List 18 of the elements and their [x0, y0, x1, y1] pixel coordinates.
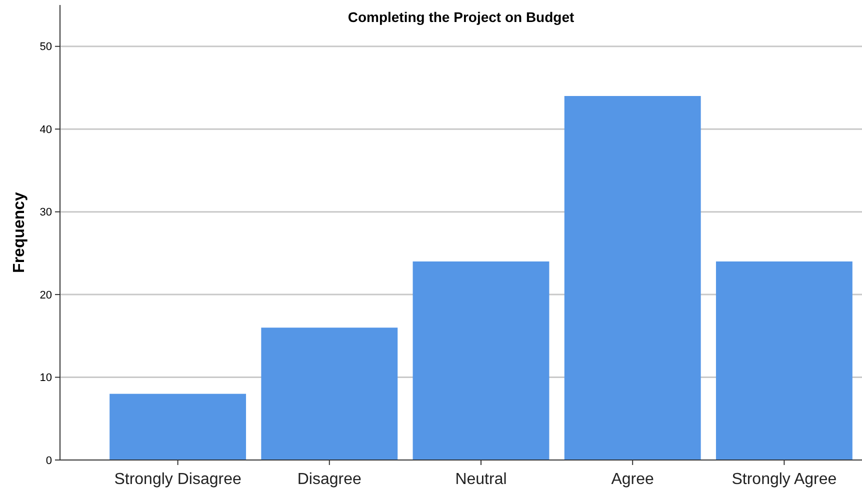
y-tick-label: 50 [40, 41, 52, 54]
x-tick-label: Agree [611, 471, 654, 488]
y-tick-label: 40 [40, 124, 52, 136]
y-tick-label: 10 [40, 372, 52, 384]
y-tick-label: 20 [40, 289, 52, 302]
chart-title: Completing the Project on Budget [348, 9, 574, 25]
bar [261, 328, 398, 460]
bar [716, 261, 852, 460]
y-tick-label: 30 [40, 206, 52, 219]
y-axis-title: Frequency [11, 192, 28, 273]
x-tick-label: Disagree [297, 471, 362, 488]
x-tick-label: Neutral [455, 471, 507, 488]
y-tick-label: 0 [46, 454, 52, 467]
bar [110, 394, 246, 460]
x-tick-label: Strongly Disagree [114, 471, 242, 488]
x-tick-label: Strongly Agree [732, 471, 837, 488]
bar [564, 96, 701, 460]
bar [412, 261, 550, 460]
